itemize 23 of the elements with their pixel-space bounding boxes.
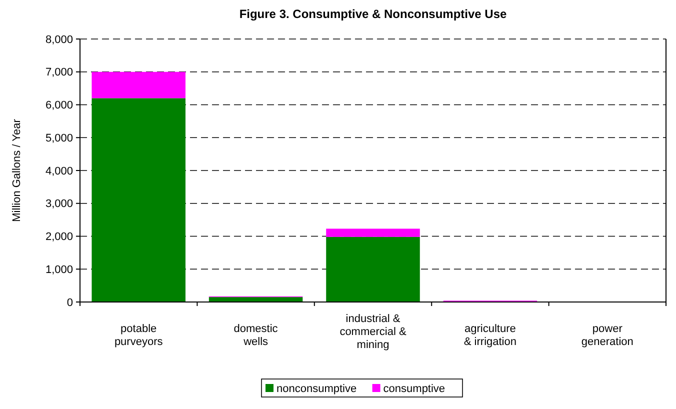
y-tick-label: 6,000 — [45, 100, 73, 112]
y-tick-label: 2,000 — [45, 231, 73, 244]
bar — [326, 236, 420, 302]
x-tick-label: agriculture & irrigation — [464, 323, 516, 348]
x-tick-label: domestic wells — [234, 323, 278, 348]
y-tick-label: 8,000 — [45, 34, 73, 46]
legend-label: nonconsumptive — [276, 382, 357, 395]
y-tick-label: 0 — [66, 296, 73, 309]
y-tick-label: 1,000 — [45, 264, 73, 276]
y-tick-label: 4,000 — [45, 165, 73, 178]
x-tick-label: power generation — [581, 323, 634, 348]
bar — [326, 228, 420, 237]
bar — [92, 98, 186, 302]
bar — [92, 72, 186, 98]
chart-title: Figure 3. Consumptive & Nonconsumptive Use — [239, 7, 508, 21]
y-tick-label: 5,000 — [45, 132, 73, 144]
bar — [208, 297, 303, 302]
x-tick-label: potable purveyors — [114, 323, 164, 348]
y-tick-label: 7,000 — [45, 66, 73, 79]
y-tick-label: 3,000 — [45, 198, 73, 210]
y-axis-title: Million Gallons / Year — [11, 118, 23, 222]
legend-label: consumptive — [383, 382, 446, 395]
x-tick-label: industrial & commercial & mining — [340, 313, 407, 351]
